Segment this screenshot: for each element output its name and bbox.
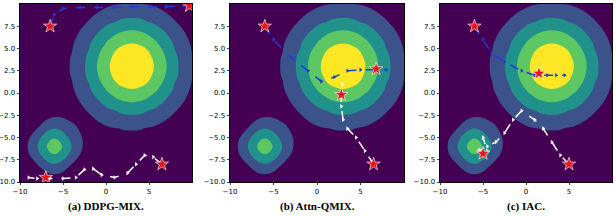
svg-text:5: 5 [147, 188, 151, 196]
svg-text:−2.5: −2.5 [418, 112, 435, 120]
svg-text:5.0: 5.0 [214, 45, 225, 53]
svg-text:−10.0: −10.0 [0, 178, 15, 186]
svg-text:5: 5 [358, 188, 362, 196]
svg-text:−10.0: −10.0 [414, 178, 435, 186]
svg-text:2.5: 2.5 [4, 67, 15, 75]
svg-text:−10: −10 [13, 188, 28, 196]
svg-text:−5: −5 [268, 188, 278, 196]
svg-text:−7.5: −7.5 [418, 156, 435, 164]
svg-text:(c) IAC.: (c) IAC. [507, 200, 545, 213]
svg-text:−2.5: −2.5 [0, 112, 15, 120]
svg-text:7.5: 7.5 [214, 23, 225, 31]
svg-text:−7.5: −7.5 [208, 156, 225, 164]
svg-text:0: 0 [524, 188, 528, 196]
svg-text:0.0: 0.0 [424, 89, 435, 97]
svg-text:5.0: 5.0 [424, 45, 435, 53]
svg-text:−7.5: −7.5 [0, 156, 15, 164]
svg-text:−10: −10 [433, 188, 448, 196]
svg-text:(b) Attn-QMIX.: (b) Attn-QMIX. [280, 200, 355, 213]
svg-text:−5: −5 [478, 188, 488, 196]
svg-text:0: 0 [104, 188, 108, 196]
svg-text:0.0: 0.0 [4, 89, 15, 97]
svg-text:7.5: 7.5 [424, 23, 435, 31]
svg-text:2.5: 2.5 [424, 67, 435, 75]
svg-text:7.5: 7.5 [4, 23, 15, 31]
svg-text:−10.0: −10.0 [204, 178, 225, 186]
svg-text:(a) DDPG-MIX.: (a) DDPG-MIX. [68, 200, 144, 213]
svg-text:2.5: 2.5 [214, 67, 225, 75]
svg-text:0.0: 0.0 [214, 89, 225, 97]
svg-text:−2.5: −2.5 [208, 112, 225, 120]
svg-text:−5.0: −5.0 [208, 134, 225, 142]
svg-text:−5: −5 [58, 188, 68, 196]
svg-text:−10: −10 [223, 188, 238, 196]
svg-text:−5.0: −5.0 [418, 134, 435, 142]
svg-text:5: 5 [567, 188, 571, 196]
svg-text:5.0: 5.0 [4, 45, 15, 53]
svg-text:0: 0 [315, 188, 319, 196]
svg-text:−5.0: −5.0 [0, 134, 15, 142]
